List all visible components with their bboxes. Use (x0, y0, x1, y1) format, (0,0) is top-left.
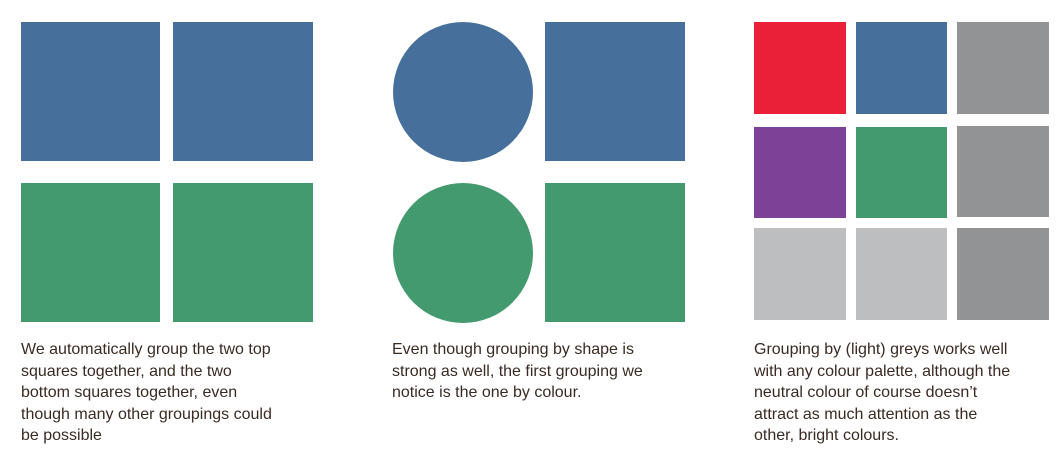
green-circle (393, 183, 533, 323)
purple-square (754, 127, 846, 218)
blue-circle (393, 22, 533, 162)
blue-square (21, 22, 160, 161)
light-grey-square (856, 228, 947, 320)
panel-3-caption: Grouping by (light) greys works well wit… (754, 341, 1011, 444)
green-square (21, 183, 160, 322)
green-square (173, 183, 313, 322)
blue-square (173, 22, 313, 161)
red-square (754, 22, 846, 114)
grey-square (957, 228, 1049, 320)
grey-square (957, 126, 1049, 217)
green-square (856, 127, 947, 218)
blue-square (545, 22, 685, 161)
panel-1-caption: We automatically group the two top squar… (21, 341, 272, 444)
light-grey-square (754, 228, 846, 320)
blue-square (856, 22, 947, 114)
panel-2-caption: Even though grouping by shape is strong … (392, 341, 643, 401)
green-square (545, 183, 685, 322)
grey-square (957, 22, 1049, 114)
